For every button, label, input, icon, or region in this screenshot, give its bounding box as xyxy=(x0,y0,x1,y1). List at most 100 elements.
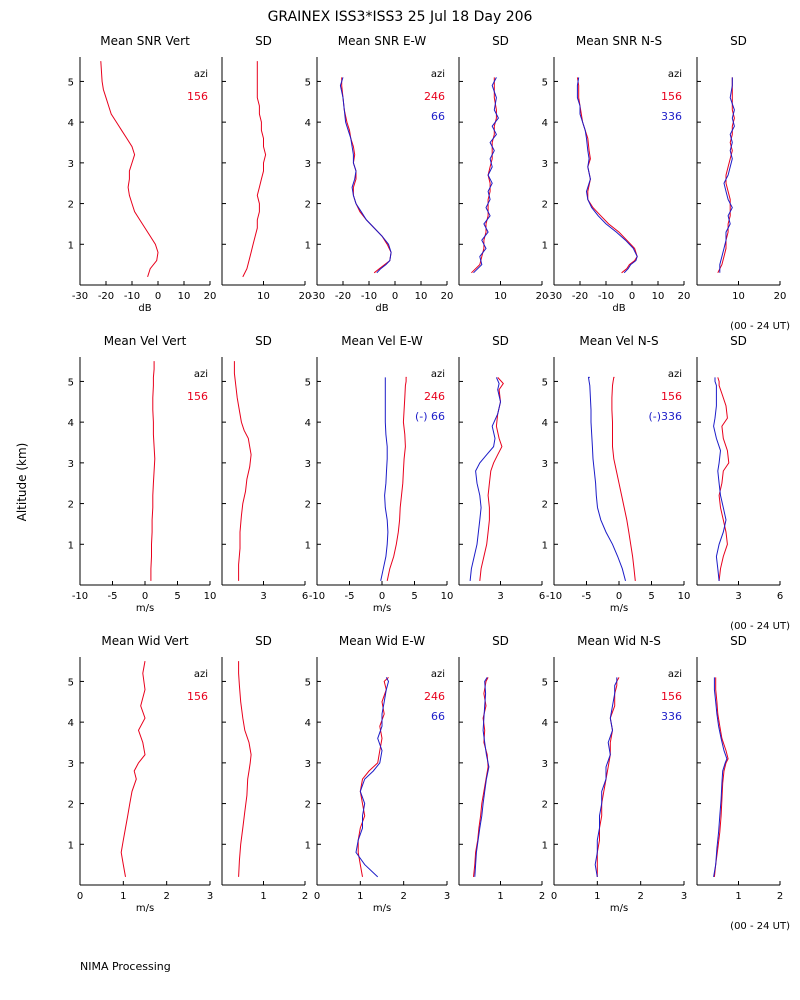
y-tick-label: 2 xyxy=(305,800,311,811)
y-tick-label: 1 xyxy=(68,540,74,551)
y-tick-label: 5 xyxy=(305,77,311,88)
legend-entry: (-) 66 xyxy=(415,410,445,423)
x-tick-label: 3 xyxy=(735,591,741,602)
y-tick-label: 5 xyxy=(305,377,311,388)
x-tick-label: 0 xyxy=(551,891,557,902)
panel-title: SD xyxy=(255,34,272,48)
series-line-red xyxy=(150,361,156,581)
y-tick-label: 2 xyxy=(68,800,74,811)
panel-r1-c2: SD 10 20 xyxy=(221,34,311,302)
x-tick-label: 10 xyxy=(415,291,428,302)
y-tick-label: 1 xyxy=(542,240,548,251)
x-tick-label: -5 xyxy=(582,591,592,602)
x-tick-label: 6 xyxy=(777,591,783,602)
y-tick-label: 3 xyxy=(305,459,311,470)
y-tick-label: 2 xyxy=(542,800,548,811)
x-tick-label: -10 xyxy=(598,291,614,302)
panel-title: Mean Vel N-S xyxy=(579,334,658,348)
x-tick-label: 10 xyxy=(178,291,191,302)
x-tick-label: 1 xyxy=(497,891,503,902)
y-tick-label: 2 xyxy=(542,200,548,211)
x-axis-label: m/s xyxy=(610,603,628,614)
panel-r2-c2: SD 3 6 xyxy=(221,334,308,602)
legend-entry: 66 xyxy=(431,710,445,723)
panel-title: Mean Vel Vert xyxy=(104,334,187,348)
legend-entry: 156 xyxy=(661,690,682,703)
panel-r3-c4: SD 1 2 xyxy=(458,634,545,902)
y-tick-label: 4 xyxy=(305,418,311,429)
x-tick-label: 1 xyxy=(594,891,600,902)
y-tick-label: 3 xyxy=(542,159,548,170)
series-line-red xyxy=(238,661,252,877)
y-tick-label: 5 xyxy=(68,77,74,88)
y-tick-label: 3 xyxy=(542,459,548,470)
x-tick-label: 0 xyxy=(142,591,148,602)
y-tick-label: 5 xyxy=(542,677,548,688)
y-tick-label: 4 xyxy=(68,718,74,729)
x-tick-label: 6 xyxy=(302,591,308,602)
x-tick-label: -20 xyxy=(335,291,351,302)
panel-r3-c2: SD 1 2 xyxy=(221,634,308,902)
legend-entry: 66 xyxy=(431,110,445,123)
y-tick-label: 5 xyxy=(305,677,311,688)
series-line-red xyxy=(120,661,146,877)
y-tick-label: 1 xyxy=(305,840,311,851)
x-tick-label: 0 xyxy=(392,291,398,302)
y-tick-label: 1 xyxy=(305,240,311,251)
legend-entry: 336 xyxy=(661,710,682,723)
legend-azi-label: azi xyxy=(668,669,682,680)
legend-azi-label: azi xyxy=(194,69,208,80)
x-axis-label: m/s xyxy=(136,603,154,614)
panel-r3-c6: SD 1 2 xyxy=(696,634,783,902)
y-tick-label: 4 xyxy=(542,718,548,729)
panel-r2-c6: SD 3 6 xyxy=(696,334,783,602)
y-tick-label: 5 xyxy=(68,377,74,388)
y-tick-label: 3 xyxy=(68,159,74,170)
y-tick-label: 5 xyxy=(542,77,548,88)
panel-r2-c1: Mean Vel Vert -10 -5 0 5 10 m/s 1 2 3 4 5 azi 156 xyxy=(68,334,217,614)
y-tick-label: 2 xyxy=(305,500,311,511)
x-tick-label: 2 xyxy=(163,891,169,902)
y-tick-label: 4 xyxy=(68,118,74,129)
y-tick-label: 3 xyxy=(68,759,74,770)
x-tick-label: -5 xyxy=(345,591,355,602)
x-tick-label: 5 xyxy=(648,591,654,602)
series-line-red xyxy=(471,77,497,274)
x-tick-label: 3 xyxy=(444,891,450,902)
panel-title: Mean SNR Vert xyxy=(100,34,190,48)
x-tick-label: 10 xyxy=(204,591,217,602)
panel-title: SD xyxy=(730,634,747,648)
y-tick-label: 4 xyxy=(542,118,548,129)
x-tick-label: 20 xyxy=(536,291,549,302)
x-tick-label: 10 xyxy=(257,291,270,302)
altitude-axis-label: Altitude (km) xyxy=(15,443,29,522)
x-tick-label: 20 xyxy=(678,291,691,302)
panel-r3-c3: Mean Wid E-W 0 1 2 3 m/s 1 2 3 4 5 azi 246 66 xyxy=(305,634,451,914)
series-line-red xyxy=(717,377,730,581)
panel-title: SD xyxy=(255,634,272,648)
panel-title: SD xyxy=(255,334,272,348)
time-range-label-row1: (00 - 24 UT) xyxy=(730,321,790,332)
series-line-red xyxy=(386,376,407,582)
panel-title: Mean Wid Vert xyxy=(101,634,188,648)
legend-azi-label: azi xyxy=(431,69,445,80)
legend-entry: 156 xyxy=(661,90,682,103)
x-tick-label: 10 xyxy=(441,591,454,602)
x-tick-label: -10 xyxy=(546,591,562,602)
x-tick-label: -30 xyxy=(72,291,88,302)
panel-r2-c5: Mean Vel N-S -10 -5 0 5 10 m/s 1 2 3 4 5 azi 156 (-)33… xyxy=(542,334,691,614)
time-range-label-row2: (00 - 24 UT) xyxy=(730,621,790,632)
series-line-blue xyxy=(719,77,735,273)
x-axis-label: dB xyxy=(612,303,625,314)
y-tick-label: 4 xyxy=(305,118,311,129)
series-line-blue xyxy=(587,376,626,582)
panel-title: Mean Wid N-S xyxy=(577,634,661,648)
x-axis-label: m/s xyxy=(373,603,391,614)
x-axis-label: m/s xyxy=(136,903,154,914)
x-tick-label: 2 xyxy=(637,891,643,902)
panel-r3-c5: Mean Wid N-S 0 1 2 3 m/s 1 2 3 4 5 azi 156 336 xyxy=(542,634,688,914)
series-line-blue xyxy=(339,77,392,274)
x-axis-label: m/s xyxy=(610,903,628,914)
legend-azi-label: azi xyxy=(668,369,682,380)
